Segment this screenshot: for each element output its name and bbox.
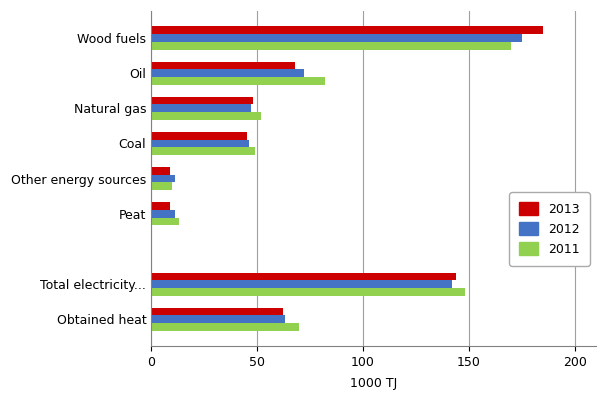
Bar: [151, 273, 456, 280]
Bar: [151, 167, 171, 175]
Legend: 2013, 2012, 2011: 2013, 2012, 2011: [509, 192, 589, 265]
Bar: [151, 42, 511, 50]
Bar: [151, 104, 251, 112]
Bar: [151, 26, 543, 34]
Bar: [151, 183, 172, 190]
Bar: [151, 112, 262, 120]
Bar: [151, 147, 255, 155]
Bar: [151, 288, 464, 296]
Bar: [151, 34, 522, 42]
Bar: [151, 202, 171, 210]
Bar: [151, 316, 285, 323]
Bar: [151, 308, 282, 316]
Bar: [151, 323, 299, 331]
Bar: [151, 69, 304, 77]
Bar: [151, 132, 246, 140]
Bar: [151, 218, 178, 225]
Bar: [151, 77, 325, 85]
Bar: [151, 97, 253, 104]
Bar: [151, 61, 295, 69]
Bar: [151, 140, 249, 147]
Bar: [151, 210, 175, 218]
Bar: [151, 280, 452, 288]
X-axis label: 1000 TJ: 1000 TJ: [350, 377, 397, 390]
Bar: [151, 175, 175, 183]
